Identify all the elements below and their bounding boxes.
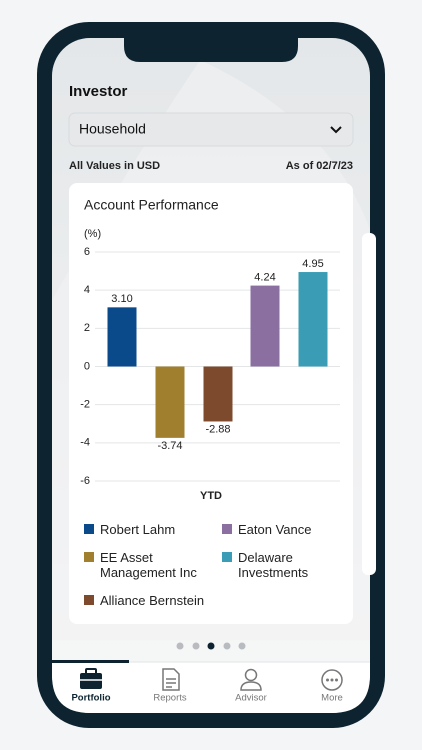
legend-swatch: [222, 552, 232, 562]
value-label: 4.24: [254, 271, 275, 283]
dropdown-chevron[interactable]: [330, 126, 342, 134]
legend-label: Delaware Investments: [238, 550, 309, 580]
y-tick-label: 2: [84, 322, 90, 334]
icon-more[interactable]: [321, 669, 343, 691]
y-tick-label: -2: [80, 399, 90, 411]
page-dot[interactable]: [176, 642, 184, 650]
notch: [124, 38, 298, 62]
page-dots: [176, 642, 246, 650]
page-dot[interactable]: [192, 642, 200, 650]
nav-bar: [52, 662, 370, 713]
y-tick-label: 4: [84, 284, 90, 296]
page-dot[interactable]: [238, 642, 246, 650]
bar: [250, 285, 280, 367]
icon-reports[interactable]: [162, 668, 180, 691]
next-card[interactable]: [362, 233, 376, 575]
legend-label: Alliance Bernstein: [100, 593, 205, 608]
y-tick-label: -4: [80, 437, 90, 449]
legend-swatch: [222, 524, 232, 534]
dropdown[interactable]: [68, 112, 354, 147]
value-label: 4.95: [302, 258, 323, 270]
chart-title: Account Performance: [84, 197, 219, 213]
icon-advisor[interactable]: [240, 668, 262, 691]
legend-swatch: [84, 595, 94, 605]
legend-item: EE Asset Management Inc: [84, 550, 218, 580]
legend-label: Eaton Vance: [238, 522, 312, 537]
value-label: 3.10: [111, 293, 132, 305]
value-label: -3.74: [157, 440, 182, 452]
legend-item: Alliance Bernstein: [84, 593, 218, 608]
page-dot[interactable]: [223, 642, 231, 650]
legend-item: Delaware Investments: [222, 550, 338, 580]
bar: [298, 272, 328, 367]
dropdown-label[interactable]: Household: [79, 121, 146, 137]
currency-note: All Values in USD: [69, 160, 160, 172]
nav-active-indicator: [52, 660, 129, 663]
legend-swatch: [84, 524, 94, 534]
bar: [155, 366, 185, 438]
nav-label[interactable]: Reports: [153, 693, 187, 704]
bar: [107, 307, 137, 367]
y-axis-label: (%): [84, 228, 101, 240]
nav-label[interactable]: Portfolio: [71, 693, 110, 704]
legend-item: Eaton Vance: [222, 522, 338, 537]
value-label: -2.88: [205, 423, 230, 435]
y-tick-label: 0: [84, 360, 90, 372]
legend-item: Robert Lahm: [84, 522, 218, 537]
x-axis-label: YTD: [200, 490, 222, 502]
nav-label[interactable]: More: [321, 693, 343, 704]
nav-label[interactable]: Advisor: [235, 693, 267, 704]
bar: [203, 366, 233, 422]
page-dot-active[interactable]: [207, 642, 215, 650]
y-tick-label: 6: [84, 246, 90, 258]
y-tick-label: -6: [80, 475, 90, 487]
date-note: As of 02/7/23: [286, 160, 353, 172]
legend-label: Robert Lahm: [100, 522, 176, 537]
legend-swatch: [84, 552, 94, 562]
legend-label: EE Asset Management Inc: [100, 550, 197, 580]
header-title: Investor: [69, 83, 128, 100]
icon-portfolio[interactable]: [80, 668, 102, 689]
